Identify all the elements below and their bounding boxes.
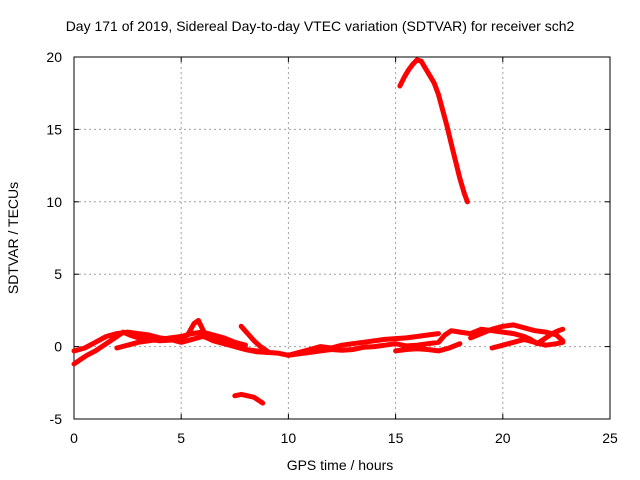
y-tick-label: 20 bbox=[46, 49, 62, 65]
x-tick-label: 15 bbox=[388, 430, 404, 446]
y-tick-label: 0 bbox=[54, 339, 62, 355]
x-tick-label: 20 bbox=[495, 430, 511, 446]
grid-layer bbox=[74, 57, 610, 419]
series-line-branch-e bbox=[393, 341, 463, 354]
series-line-spike bbox=[397, 57, 470, 205]
x-tick-label: 10 bbox=[281, 430, 297, 446]
y-axis-label: SDTVAR / TECUs bbox=[5, 182, 21, 294]
series-line-branch-g bbox=[489, 336, 566, 351]
x-tick-label: 0 bbox=[70, 430, 78, 446]
x-tick-label: 5 bbox=[177, 430, 185, 446]
series-line-branch-d bbox=[285, 331, 441, 358]
y-tick-label: 10 bbox=[46, 194, 62, 210]
series-layer bbox=[71, 57, 566, 406]
tick-layer: 0 5 10 15 20 25 -5 0 5 10 15 20 bbox=[46, 49, 618, 446]
series-line-branch-c bbox=[238, 323, 270, 354]
y-tick-label: 15 bbox=[46, 121, 62, 137]
y-tick-label: 5 bbox=[54, 266, 62, 282]
chart-title: Day 171 of 2019, Sidereal Day-to-day VTE… bbox=[65, 18, 575, 34]
y-tick-label: -5 bbox=[50, 411, 63, 427]
series-line-branch-f bbox=[468, 322, 566, 344]
plot-frame bbox=[73, 56, 611, 420]
series-line-negative-segment bbox=[232, 391, 266, 406]
x-axis-label: GPS time / hours bbox=[287, 457, 394, 473]
series-line-branch-b bbox=[114, 329, 248, 351]
x-tick-label: 25 bbox=[602, 430, 618, 446]
